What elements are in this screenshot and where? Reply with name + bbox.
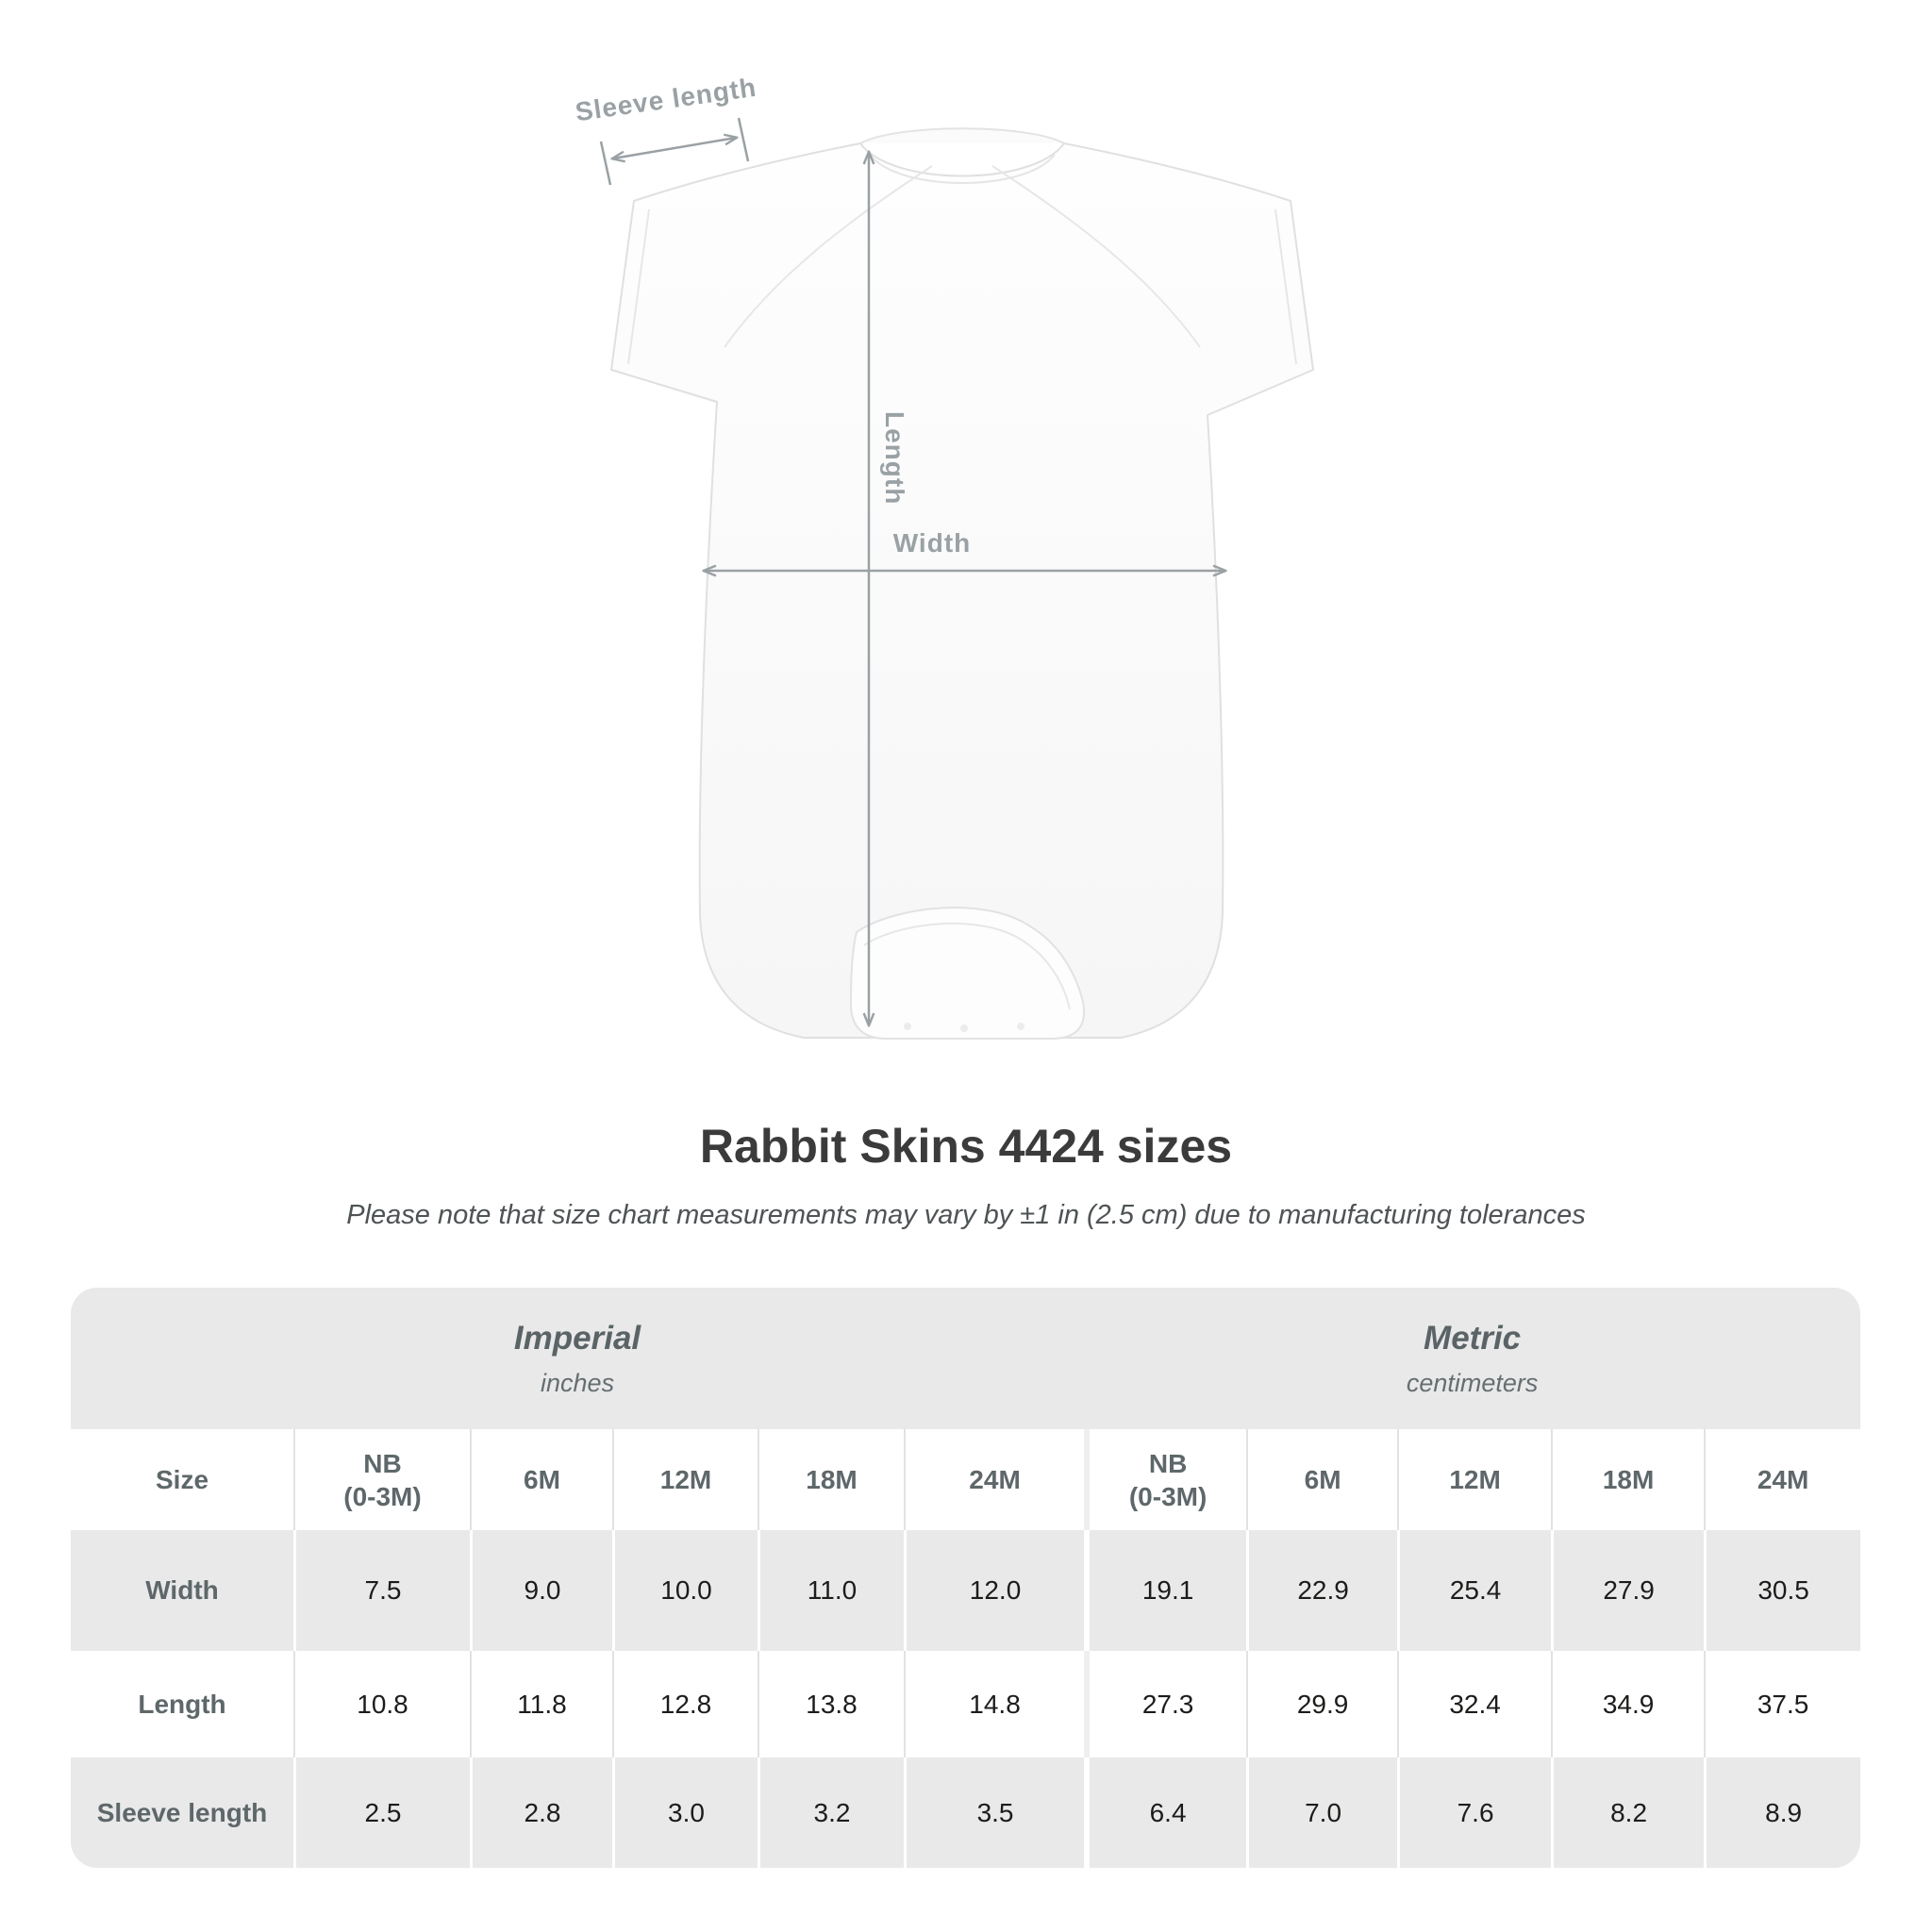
sleeve-met-18m: 8.2: [1551, 1757, 1705, 1868]
tolerance-note: Please note that size chart measurements…: [346, 1200, 1586, 1230]
length-met-nb: 27.3: [1084, 1651, 1247, 1757]
length-row: Length 10.8 11.8 12.8 13.8 14.8 27.3 29.…: [71, 1651, 1860, 1757]
width-met-6m: 22.9: [1246, 1530, 1398, 1651]
width-imp-18m: 11.0: [758, 1530, 904, 1651]
sleeve-met-nb: 6.4: [1084, 1757, 1247, 1868]
metric-group-unit: centimeters: [1406, 1368, 1539, 1397]
width-row: Width 7.5 9.0 10.0 11.0 12.0 19.1 22.9 2…: [71, 1530, 1860, 1651]
length-imp-12m: 12.8: [612, 1651, 758, 1757]
imperial-group-unit: inches: [541, 1368, 615, 1397]
metric-group-name: Metric: [1424, 1319, 1522, 1357]
width-annotation-label: Width: [892, 528, 972, 558]
imperial-group-name: Imperial: [513, 1319, 641, 1357]
width-row-label: Width: [71, 1530, 293, 1651]
width-met-12m: 25.4: [1397, 1530, 1552, 1651]
bodysuit-measurement-figure: Sleeve length Length Width: [574, 73, 1314, 1040]
size-table: Imperial inches Metric centimeters Size …: [71, 1288, 1860, 1868]
length-met-6m: 29.9: [1246, 1651, 1398, 1757]
sleeve-row-label: Sleeve length: [71, 1757, 293, 1868]
sleeve-imp-24m: 3.5: [904, 1757, 1085, 1868]
length-imp-24m: 14.8: [904, 1651, 1085, 1757]
imperial-size-6m: 6M: [470, 1429, 612, 1530]
imperial-group-header: Imperial inches: [71, 1288, 1085, 1429]
unit-group-header-row: Imperial inches Metric centimeters: [71, 1288, 1860, 1429]
size-column-label: Size: [71, 1429, 293, 1530]
metric-size-nb: NB (0-3M): [1084, 1429, 1247, 1530]
length-imp-6m: 11.8: [470, 1651, 612, 1757]
metric-size-12m: 12M: [1397, 1429, 1552, 1530]
sleeve-imp-6m: 2.8: [470, 1757, 612, 1868]
sleeve-length-row: Sleeve length 2.5 2.8 3.0 3.2 3.5 6.4 7.…: [71, 1757, 1860, 1868]
width-imp-24m: 12.0: [904, 1530, 1085, 1651]
size-header-row: Size NB (0-3M) 6M 12M 18M 24M NB (0-3M) …: [71, 1429, 1860, 1530]
length-imp-nb: 10.8: [293, 1651, 470, 1757]
metric-size-6m: 6M: [1246, 1429, 1398, 1530]
length-met-18m: 34.9: [1551, 1651, 1705, 1757]
sleeve-imp-18m: 3.2: [758, 1757, 904, 1868]
width-imp-12m: 10.0: [612, 1530, 758, 1651]
sleeve-imp-nb: 2.5: [293, 1757, 470, 1868]
sleeve-met-24m: 8.9: [1704, 1757, 1860, 1868]
sleeve-met-6m: 7.0: [1246, 1757, 1398, 1868]
width-imp-nb: 7.5: [293, 1530, 470, 1651]
width-met-nb: 19.1: [1084, 1530, 1247, 1651]
imperial-size-12m: 12M: [612, 1429, 758, 1530]
bodysuit-illustration: [599, 117, 1314, 1040]
length-met-12m: 32.4: [1397, 1651, 1552, 1757]
metric-group-header: Metric centimeters: [1084, 1288, 1860, 1429]
sleeve-met-12m: 7.6: [1397, 1757, 1552, 1868]
metric-size-24m: 24M: [1704, 1429, 1860, 1530]
imperial-size-24m: 24M: [904, 1429, 1085, 1530]
bodysuit-body: [610, 127, 1314, 1040]
size-table-container: Imperial inches Metric centimeters Size …: [71, 1288, 1860, 1868]
imperial-size-nb: NB (0-3M): [293, 1429, 470, 1530]
sleeve-imp-12m: 3.0: [612, 1757, 758, 1868]
length-imp-18m: 13.8: [758, 1651, 904, 1757]
length-met-24m: 37.5: [1704, 1651, 1860, 1757]
length-row-label: Length: [71, 1651, 293, 1757]
width-met-18m: 27.9: [1551, 1530, 1705, 1651]
width-met-24m: 30.5: [1704, 1530, 1860, 1651]
imperial-size-18m: 18M: [758, 1429, 904, 1530]
width-imp-6m: 9.0: [470, 1530, 612, 1651]
page-title: Rabbit Skins 4424 sizes: [699, 1120, 1233, 1173]
metric-size-18m: 18M: [1551, 1429, 1705, 1530]
sleeve-length-arrow: [599, 117, 750, 186]
length-annotation-label: Length: [880, 411, 909, 506]
